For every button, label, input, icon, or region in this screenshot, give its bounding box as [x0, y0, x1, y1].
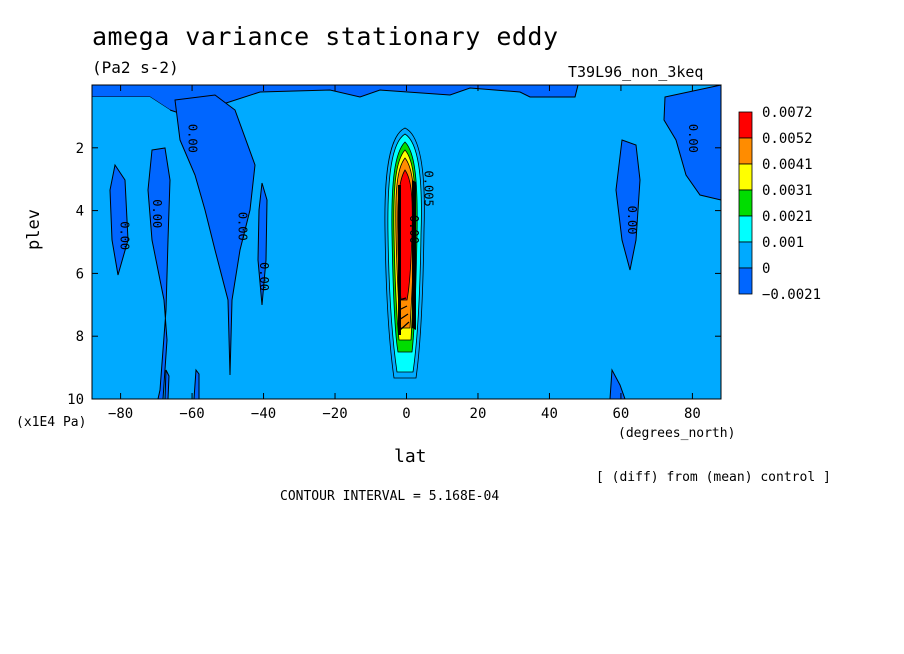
colorbar-swatch: [738, 215, 753, 243]
y-axis-unit: (x1E4 Pa): [16, 415, 87, 430]
x-tick-label: 0: [402, 406, 410, 422]
contour-label: 0.00: [407, 215, 421, 244]
x-axis-label: lat: [394, 446, 427, 467]
chart-units: (Pa2 s-2): [92, 58, 179, 77]
x-axis: −80 −60 −40 −20 0 20 40 60 80: [108, 85, 701, 422]
contour-label: 0.00: [686, 124, 700, 153]
contour-label: 0.00: [257, 262, 271, 291]
colorbar-label: 0.0021: [762, 209, 813, 225]
contour-label: 0.00: [118, 221, 132, 250]
x-tick-label: −20: [322, 406, 347, 422]
contour-label: 0.00: [236, 212, 250, 241]
negative-regions: [91, 84, 722, 400]
x-tick-label: −80: [108, 406, 133, 422]
colorbar-swatch: [738, 111, 753, 139]
colorbar-label: 0: [762, 261, 770, 277]
y-tick-label: 2: [76, 141, 84, 157]
diff-note: [ (diff) from (mean) control ]: [596, 470, 831, 485]
contour-labels: 0.000.000.000.000.000.000.000.000.005: [118, 124, 700, 291]
west-wedge-3: [174, 94, 256, 376]
contour-interval-note: CONTOUR INTERVAL = 5.168E-04: [280, 489, 500, 504]
x-tick-label: −40: [251, 406, 276, 422]
contour-label: 0.00: [150, 199, 164, 228]
y-tick-label: 4: [76, 204, 84, 220]
colorbar-label: 0.001: [762, 235, 804, 251]
equatorial-plume: [384, 127, 425, 379]
x-tick-label: 40: [541, 406, 558, 422]
colorbar-swatch: [738, 163, 753, 191]
west-wedge-4: [257, 182, 268, 306]
colorbar-swatch: [738, 189, 753, 217]
colorbar-label: 0.0052: [762, 131, 813, 147]
x-tick-label: −60: [179, 406, 204, 422]
y-axis-label: plev: [24, 209, 44, 250]
colorbar-swatch: [738, 267, 753, 295]
chart-title: amega variance stationary eddy: [92, 22, 559, 51]
x-tick-label: 60: [613, 406, 630, 422]
colorbar-label: 0.0072: [762, 105, 813, 121]
east-wedge-1: [615, 139, 641, 271]
y-tick-label: 10: [67, 392, 84, 408]
south-spike-2: [164, 369, 170, 400]
colorbar-label: −0.0021: [762, 287, 821, 303]
x-axis-unit: (degrees_north): [618, 426, 736, 441]
x-tick-label: 20: [470, 406, 487, 422]
colorbar-label: 0.0041: [762, 157, 813, 173]
colorbar-label: 0.0031: [762, 183, 813, 199]
contour-label: 0.00: [185, 124, 199, 153]
run-label: T39L96_non_3keq: [568, 63, 704, 81]
contour-label: 0.005: [421, 171, 435, 207]
colorbar-swatch: [738, 241, 753, 269]
x-tick-label: 80: [684, 406, 701, 422]
colorbar-swatch: [738, 137, 753, 165]
west-wedge-1: [109, 163, 129, 276]
contour-label: 0.00: [625, 206, 639, 235]
y-tick-label: 8: [76, 329, 84, 345]
y-tick-label: 6: [76, 266, 84, 282]
y-axis: 2 4 6 8 10: [67, 141, 721, 408]
colorbar: 0.0072 0.0052 0.0041 0.0031 0.0021 0.001 0 −0.0…: [738, 105, 821, 303]
